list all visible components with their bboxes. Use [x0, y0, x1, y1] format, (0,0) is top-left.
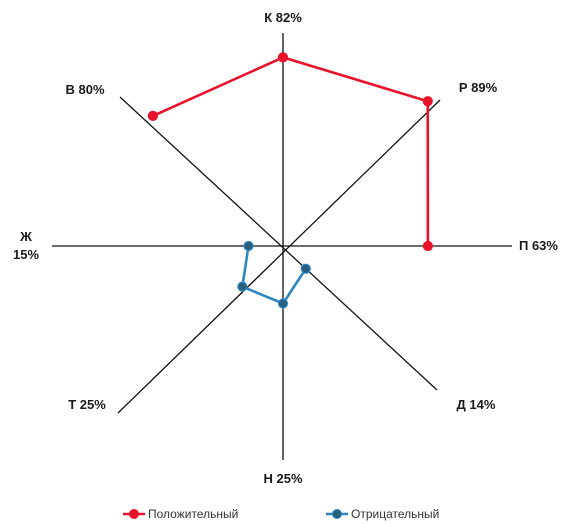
axis-line-v: [119, 96, 438, 391]
legend-label: Отрицательный: [351, 507, 439, 521]
axis-label-k: К 82%: [264, 10, 302, 25]
data-point-zh: [243, 240, 254, 252]
axis-label-r: Р 89%: [459, 80, 498, 95]
series-0: [147, 52, 433, 252]
axis-line-r: [117, 99, 441, 414]
series-1: [237, 240, 311, 309]
data-point-t: [237, 281, 248, 292]
series-line: [241, 245, 307, 305]
data-point-r: [422, 96, 433, 107]
series-line: [152, 56, 430, 247]
data-point-v: [147, 110, 158, 121]
axis-label-t: Т 25%: [68, 397, 106, 412]
axis-label-zh: Ж 15%: [13, 229, 39, 262]
legend-item-1: Отрицательный: [326, 507, 439, 521]
legend-marker: [332, 509, 342, 519]
legend: Положительный Отрицательный: [123, 507, 439, 521]
data-point-n: [277, 298, 289, 309]
axis-label-v: В 80%: [65, 82, 104, 97]
series-layer: [147, 52, 433, 309]
legend-marker: [129, 509, 139, 519]
legend-label: Положительный: [148, 507, 238, 521]
data-point-d: [300, 263, 311, 274]
data-point-k: [277, 52, 289, 63]
axis-label-d: Д 14%: [457, 397, 496, 412]
data-point-p: [422, 240, 433, 252]
labels-layer: К 82% Р 89% П 63% Д 14% Н 25% Т 25% Ж 15% В 80%: [13, 10, 558, 486]
legend-item-0: Положительный: [123, 507, 238, 521]
axes-layer: [52, 33, 512, 460]
axis-label-line: 15%: [13, 247, 39, 262]
axis-label-p: П 63%: [519, 238, 558, 253]
axis-label-line: Ж: [19, 229, 32, 244]
axis-label-n: Н 25%: [263, 471, 302, 486]
